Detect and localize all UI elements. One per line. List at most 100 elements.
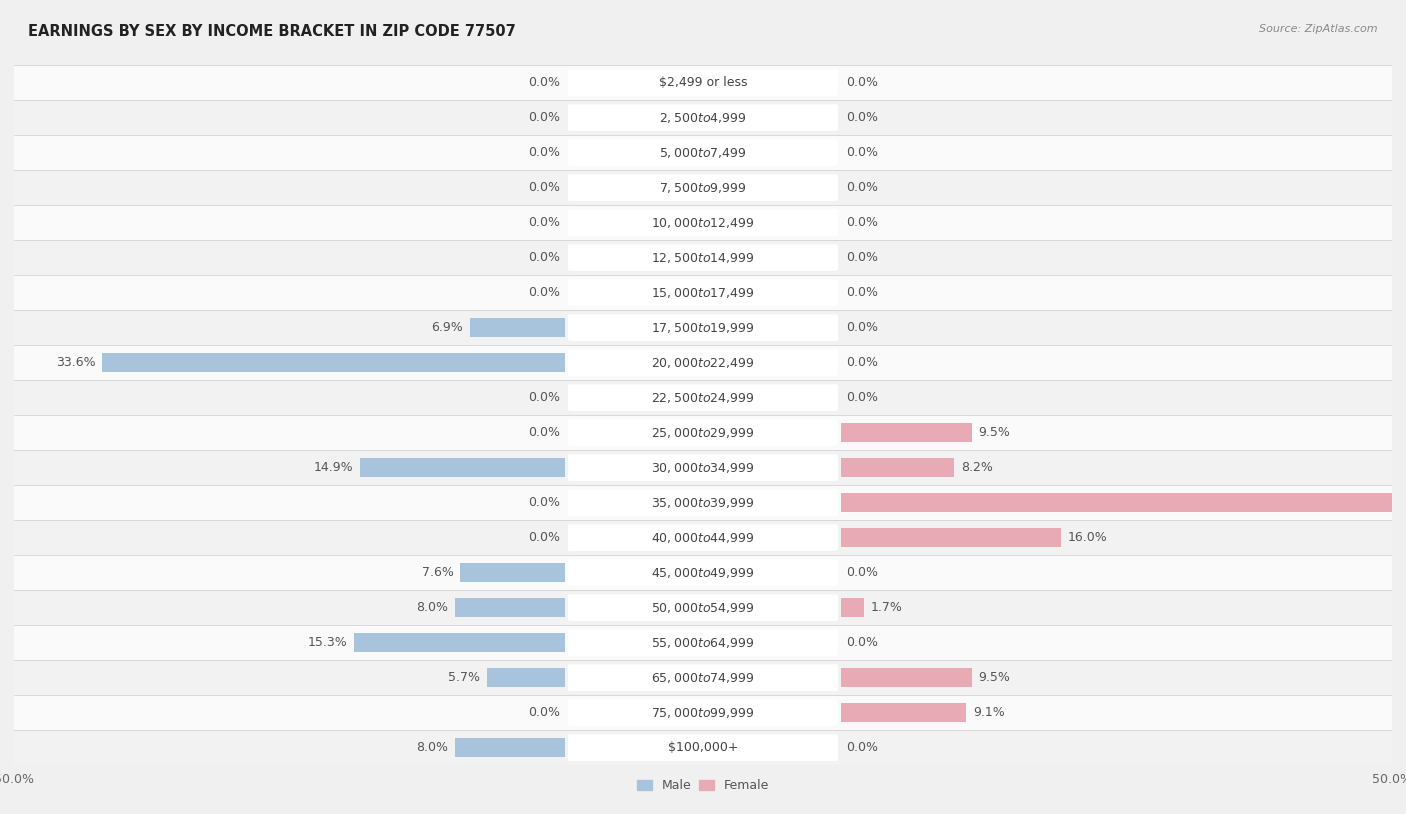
Text: 15.3%: 15.3% [308,637,347,649]
Bar [14,380,1392,415]
FancyBboxPatch shape [568,594,838,621]
Bar [841,598,865,617]
FancyBboxPatch shape [568,699,838,726]
Text: 16.0%: 16.0% [1069,532,1108,544]
Bar [14,65,1392,100]
Text: 0.0%: 0.0% [846,147,879,159]
Text: 0.0%: 0.0% [846,182,879,194]
Text: 0.0%: 0.0% [527,252,560,264]
Legend: Male, Female: Male, Female [631,774,775,798]
Bar [14,520,1392,555]
Bar [103,353,565,372]
Text: $30,000 to $34,999: $30,000 to $34,999 [651,461,755,475]
Text: 9.1%: 9.1% [973,707,1005,719]
Text: $17,500 to $19,999: $17,500 to $19,999 [651,321,755,335]
Text: $45,000 to $49,999: $45,000 to $49,999 [651,566,755,580]
Text: 0.0%: 0.0% [846,567,879,579]
Text: 8.2%: 8.2% [960,462,993,474]
Bar [14,310,1392,345]
Text: 0.0%: 0.0% [846,357,879,369]
Bar [14,485,1392,520]
FancyBboxPatch shape [568,69,838,96]
Bar [14,135,1392,170]
Text: 0.0%: 0.0% [527,147,560,159]
Text: $2,499 or less: $2,499 or less [659,77,747,89]
Text: 0.0%: 0.0% [846,252,879,264]
Text: $5,000 to $7,499: $5,000 to $7,499 [659,146,747,160]
Bar [486,668,565,687]
Text: $100,000+: $100,000+ [668,742,738,754]
Text: 14.9%: 14.9% [314,462,353,474]
Text: 0.0%: 0.0% [846,637,879,649]
Bar [14,345,1392,380]
Text: 0.0%: 0.0% [527,707,560,719]
Bar [841,703,966,722]
Text: 9.5%: 9.5% [979,672,1011,684]
Text: 0.0%: 0.0% [527,427,560,439]
Text: 9.5%: 9.5% [979,427,1011,439]
Text: 33.6%: 33.6% [56,357,96,369]
Bar [354,633,565,652]
Text: 0.0%: 0.0% [527,392,560,404]
Text: 0.0%: 0.0% [846,287,879,299]
Bar [14,450,1392,485]
Text: 0.0%: 0.0% [527,532,560,544]
Text: 1.7%: 1.7% [872,602,903,614]
FancyBboxPatch shape [568,734,838,761]
FancyBboxPatch shape [568,244,838,271]
Text: 0.0%: 0.0% [527,217,560,229]
Text: EARNINGS BY SEX BY INCOME BRACKET IN ZIP CODE 77507: EARNINGS BY SEX BY INCOME BRACKET IN ZIP… [28,24,516,39]
Text: $50,000 to $54,999: $50,000 to $54,999 [651,601,755,615]
Text: $25,000 to $29,999: $25,000 to $29,999 [651,426,755,440]
FancyBboxPatch shape [568,104,838,131]
Bar [841,423,972,442]
FancyBboxPatch shape [568,419,838,446]
Bar [360,458,565,477]
Bar [14,555,1392,590]
Bar [456,738,565,757]
Text: $75,000 to $99,999: $75,000 to $99,999 [651,706,755,720]
Text: 0.0%: 0.0% [527,182,560,194]
Bar [841,668,972,687]
Bar [470,318,565,337]
Bar [14,170,1392,205]
Bar [841,458,953,477]
Text: $10,000 to $12,499: $10,000 to $12,499 [651,216,755,230]
Text: 8.0%: 8.0% [416,742,449,754]
Text: $7,500 to $9,999: $7,500 to $9,999 [659,181,747,195]
Text: $20,000 to $22,499: $20,000 to $22,499 [651,356,755,370]
Bar [14,730,1392,765]
Text: 0.0%: 0.0% [846,112,879,124]
Text: 0.0%: 0.0% [527,497,560,509]
Text: 5.7%: 5.7% [447,672,479,684]
FancyBboxPatch shape [568,559,838,586]
Bar [14,275,1392,310]
FancyBboxPatch shape [568,524,838,551]
Text: 0.0%: 0.0% [527,112,560,124]
Bar [14,660,1392,695]
Bar [14,100,1392,135]
Text: $55,000 to $64,999: $55,000 to $64,999 [651,636,755,650]
Text: 6.9%: 6.9% [432,322,463,334]
FancyBboxPatch shape [568,489,838,516]
Bar [841,493,1406,512]
Bar [14,625,1392,660]
FancyBboxPatch shape [568,139,838,166]
FancyBboxPatch shape [568,454,838,481]
Text: Source: ZipAtlas.com: Source: ZipAtlas.com [1260,24,1378,34]
Bar [461,563,565,582]
Text: $2,500 to $4,999: $2,500 to $4,999 [659,111,747,125]
FancyBboxPatch shape [568,174,838,201]
Bar [14,205,1392,240]
Bar [456,598,565,617]
Text: 0.0%: 0.0% [846,77,879,89]
Bar [14,590,1392,625]
FancyBboxPatch shape [568,349,838,376]
Bar [841,528,1062,547]
Bar [14,695,1392,730]
FancyBboxPatch shape [568,209,838,236]
Text: $15,000 to $17,499: $15,000 to $17,499 [651,286,755,300]
FancyBboxPatch shape [568,629,838,656]
Text: $35,000 to $39,999: $35,000 to $39,999 [651,496,755,510]
Bar [14,240,1392,275]
